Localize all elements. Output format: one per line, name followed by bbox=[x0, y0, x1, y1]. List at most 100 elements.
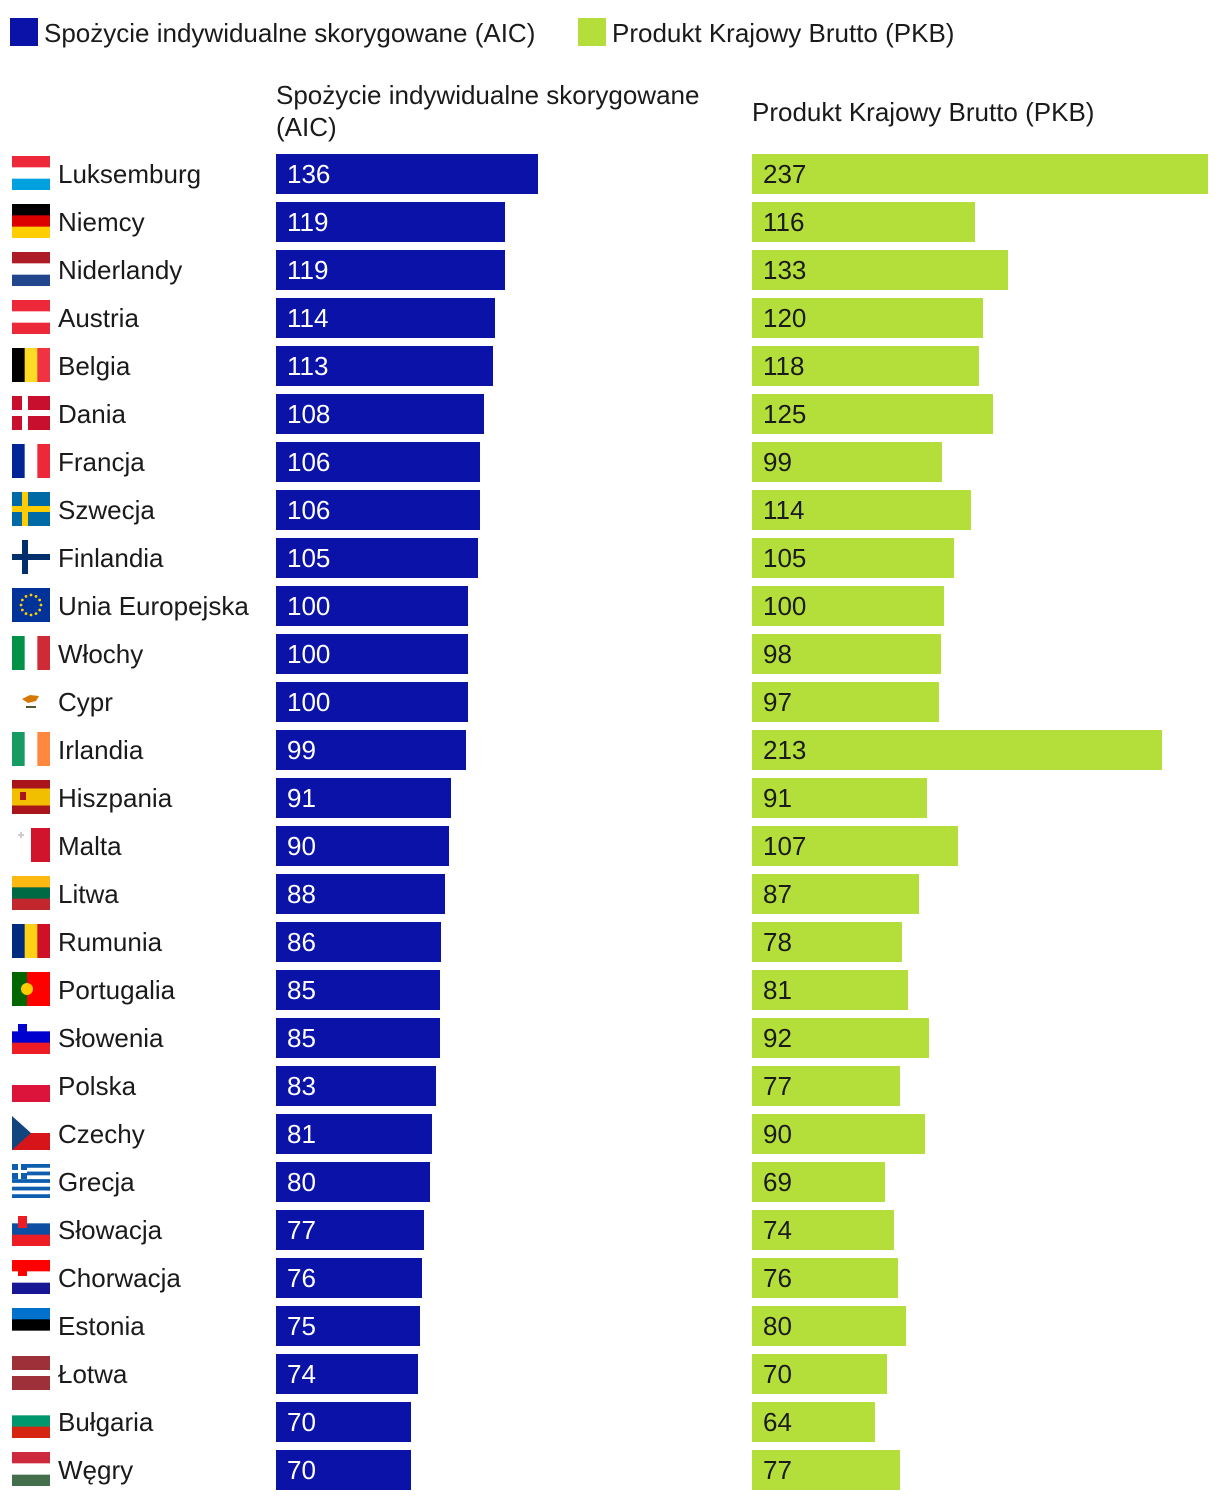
country-flag-icon bbox=[12, 636, 50, 670]
bar-pkb bbox=[752, 298, 983, 338]
bar-pkb bbox=[752, 730, 1162, 770]
value-label-pkb: 80 bbox=[763, 1311, 792, 1341]
bar-pkb bbox=[752, 1162, 885, 1202]
bar-aic bbox=[276, 778, 451, 818]
value-label-aic: 114 bbox=[287, 303, 329, 333]
country-label: Hiszpania bbox=[58, 783, 173, 813]
value-label-pkb: 78 bbox=[763, 927, 792, 957]
chart-row: Hiszpania 91 91 bbox=[0, 778, 1220, 818]
chart-row: Dania 108 125 bbox=[0, 394, 1220, 434]
value-label-aic: 70 bbox=[287, 1407, 316, 1437]
value-label-pkb: 64 bbox=[763, 1407, 792, 1437]
bar-aic bbox=[276, 1354, 418, 1394]
chart-row: Austria 114 120 bbox=[0, 298, 1220, 338]
bar-aic bbox=[276, 586, 468, 626]
bar-aic bbox=[276, 1066, 436, 1106]
country-label: Estonia bbox=[58, 1311, 145, 1341]
country-label: Polska bbox=[58, 1071, 137, 1101]
country-label: Malta bbox=[58, 831, 122, 861]
value-label-aic: 70 bbox=[287, 1455, 316, 1485]
bar-pkb bbox=[752, 1354, 887, 1394]
chart-row: Czechy 81 90 bbox=[0, 1114, 1220, 1154]
value-label-pkb: 76 bbox=[763, 1263, 792, 1293]
country-flag-icon bbox=[12, 1068, 50, 1102]
country-label: Niemcy bbox=[58, 207, 145, 237]
value-label-aic: 106 bbox=[287, 447, 331, 477]
bar-aic bbox=[276, 298, 495, 338]
chart-row: Litwa 88 87 bbox=[0, 874, 1220, 914]
bar-aic bbox=[276, 250, 505, 290]
country-flag-icon bbox=[12, 1404, 50, 1438]
bar-aic bbox=[276, 1402, 411, 1442]
value-label-pkb: 77 bbox=[763, 1455, 792, 1485]
country-flag-icon bbox=[12, 300, 50, 334]
value-label-pkb: 99 bbox=[763, 447, 792, 477]
chart-row: Irlandia 99 213 bbox=[0, 730, 1220, 770]
value-label-pkb: 105 bbox=[763, 543, 807, 573]
bar-pkb bbox=[752, 1306, 906, 1346]
bar-aic bbox=[276, 970, 440, 1010]
value-label-aic: 85 bbox=[287, 1023, 316, 1053]
bar-aic bbox=[276, 634, 468, 674]
value-label-pkb: 133 bbox=[763, 255, 807, 285]
chart-row: Cypr 100 97 bbox=[0, 682, 1220, 722]
value-label-pkb: 213 bbox=[763, 735, 807, 765]
country-flag-icon bbox=[12, 1212, 50, 1246]
chart-row: Belgia 113 118 bbox=[0, 346, 1220, 386]
country-flag-icon bbox=[12, 1356, 50, 1390]
bar-aic bbox=[276, 1450, 411, 1490]
value-label-pkb: 97 bbox=[763, 687, 792, 717]
bar-pkb bbox=[752, 394, 993, 434]
bar-pkb bbox=[752, 1450, 900, 1490]
chart-row: Niderlandy 119 133 bbox=[0, 250, 1220, 290]
country-flag-icon bbox=[12, 348, 50, 382]
bar-aic bbox=[276, 1162, 430, 1202]
column-header-aic-line2: (AIC) bbox=[276, 112, 337, 142]
bar-pkb bbox=[752, 874, 919, 914]
country-flag-icon bbox=[12, 1116, 50, 1150]
country-label: Portugalia bbox=[58, 975, 176, 1005]
value-label-pkb: 74 bbox=[763, 1215, 792, 1245]
value-label-pkb: 107 bbox=[763, 831, 807, 861]
bar-pkb bbox=[752, 490, 971, 530]
country-label: Grecja bbox=[58, 1167, 135, 1197]
legend-label-pkb: Produkt Krajowy Brutto (PKB) bbox=[612, 18, 955, 48]
country-flag-icon bbox=[12, 204, 50, 238]
value-label-aic: 136 bbox=[287, 159, 331, 189]
chart-row: Estonia 75 80 bbox=[0, 1306, 1220, 1346]
bar-pkb bbox=[752, 970, 908, 1010]
value-label-aic: 119 bbox=[287, 207, 329, 237]
country-flag-icon bbox=[12, 780, 50, 814]
country-flag-icon bbox=[12, 492, 50, 526]
bar-pkb bbox=[752, 1066, 900, 1106]
country-label: Finlandia bbox=[58, 543, 164, 573]
bar-aic bbox=[276, 538, 478, 578]
bar-aic bbox=[276, 682, 468, 722]
chart-row: Niemcy 119 116 bbox=[0, 202, 1220, 242]
value-label-pkb: 91 bbox=[763, 783, 792, 813]
value-label-pkb: 120 bbox=[763, 303, 807, 333]
bar-pkb bbox=[752, 922, 902, 962]
country-label: Unia Europejska bbox=[58, 591, 249, 621]
country-label: Łotwa bbox=[58, 1359, 128, 1389]
chart-row: Luksemburg 136 237 bbox=[0, 154, 1220, 194]
country-flag-icon bbox=[12, 972, 50, 1006]
bar-aic bbox=[276, 826, 449, 866]
chart-row: Łotwa 74 70 bbox=[0, 1354, 1220, 1394]
chart-row: Grecja 80 69 bbox=[0, 1162, 1220, 1202]
bar-pkb bbox=[752, 250, 1008, 290]
value-label-aic: 75 bbox=[287, 1311, 316, 1341]
bar-pkb bbox=[752, 1114, 925, 1154]
value-label-aic: 90 bbox=[287, 831, 316, 861]
chart-row: Polska 83 77 bbox=[0, 1066, 1220, 1106]
value-label-aic: 80 bbox=[287, 1167, 316, 1197]
bar-aic bbox=[276, 442, 480, 482]
country-flag-icon bbox=[12, 1452, 50, 1486]
country-flag-icon bbox=[12, 1308, 50, 1342]
value-label-aic: 86 bbox=[287, 927, 316, 957]
value-label-pkb: 118 bbox=[763, 351, 805, 381]
bar-pkb bbox=[752, 154, 1208, 194]
legend-label-aic: Spożycie indywidualne skorygowane (AIC) bbox=[44, 18, 536, 48]
value-label-aic: 99 bbox=[287, 735, 316, 765]
chart-row: Rumunia 86 78 bbox=[0, 922, 1220, 962]
